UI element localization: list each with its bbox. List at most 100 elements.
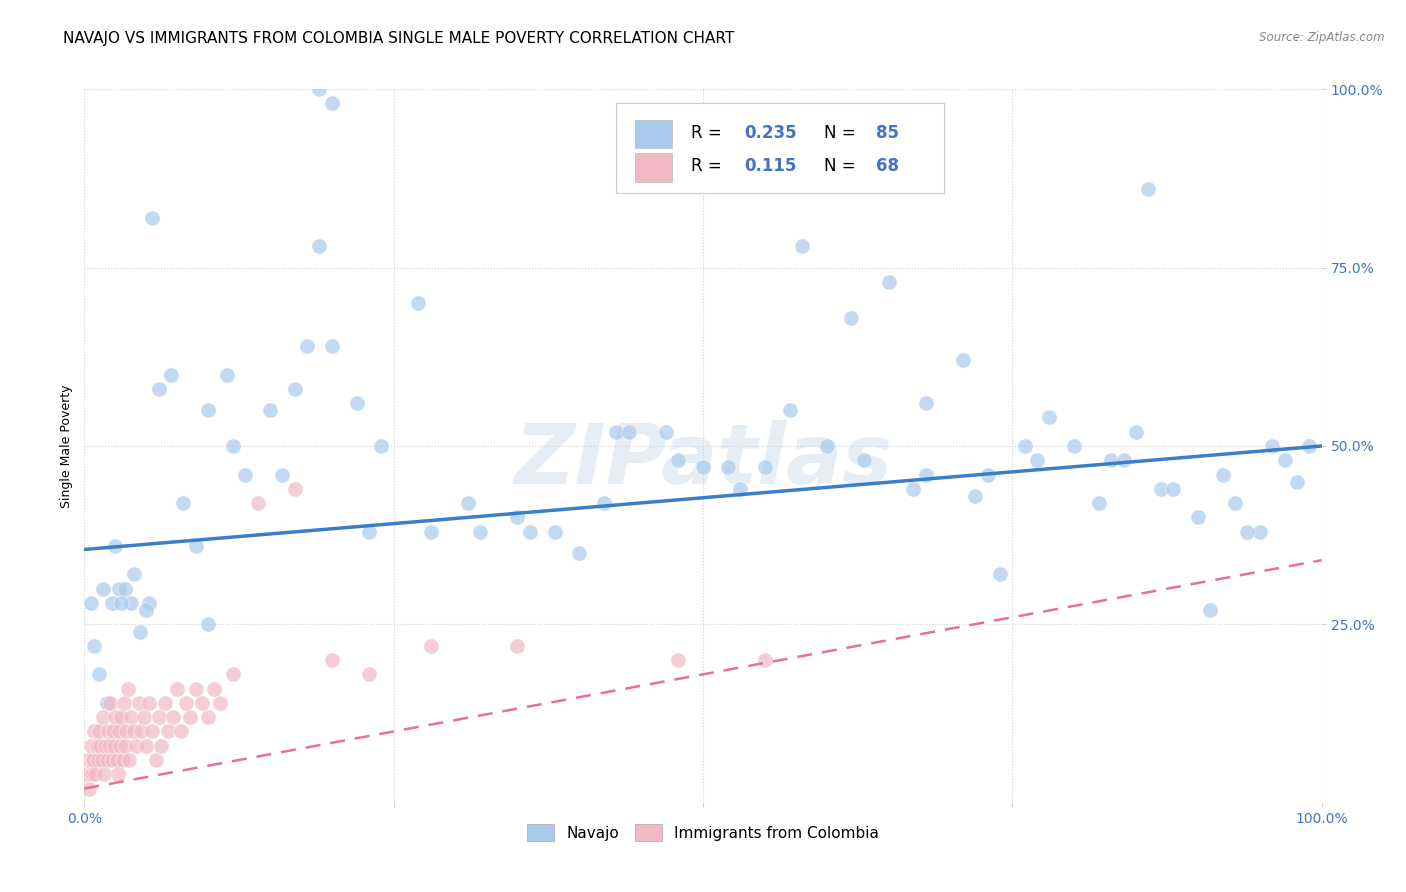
Point [197, 403, 219, 417]
Point [129, 624, 152, 639]
Point [91, 582, 114, 596]
Point [790, 239, 813, 253]
Text: R =: R = [690, 157, 733, 175]
Point [222, 667, 245, 681]
Text: N =: N = [824, 124, 860, 142]
Point [666, 653, 689, 667]
Text: 0.115: 0.115 [744, 157, 796, 175]
Point [271, 467, 294, 482]
Point [988, 567, 1011, 582]
Point [104, 539, 127, 553]
Point [76, 767, 98, 781]
Point [321, 653, 343, 667]
Point [1249, 524, 1271, 539]
Point [308, 82, 330, 96]
Point [914, 396, 936, 410]
Point [132, 710, 155, 724]
Point [79, 781, 101, 796]
Point [1236, 524, 1258, 539]
Point [148, 710, 170, 724]
Point [1150, 482, 1173, 496]
Point [135, 739, 157, 753]
Point [754, 460, 776, 475]
Point [1212, 467, 1234, 482]
Point [877, 275, 900, 289]
Point [321, 96, 343, 111]
Point [89, 667, 111, 681]
Point [103, 739, 125, 753]
Point [120, 710, 142, 724]
Point [1298, 439, 1320, 453]
Text: N =: N = [824, 157, 860, 175]
Point [118, 753, 141, 767]
Point [162, 710, 184, 724]
Point [419, 524, 441, 539]
Point [172, 496, 194, 510]
Point [519, 524, 541, 539]
Point [87, 753, 110, 767]
Point [666, 453, 689, 467]
Point [852, 453, 875, 467]
Point [655, 425, 678, 439]
Point [1161, 482, 1184, 496]
Point [114, 739, 136, 753]
Point [160, 368, 183, 382]
Point [170, 724, 193, 739]
Point [98, 739, 121, 753]
Point [408, 296, 430, 310]
Point [150, 739, 173, 753]
Point [105, 753, 128, 767]
Point [903, 482, 925, 496]
Point [1125, 425, 1147, 439]
Point [89, 739, 111, 753]
Point [191, 696, 214, 710]
Point [120, 596, 142, 610]
Point [89, 724, 111, 739]
Point [215, 368, 238, 382]
Point [145, 753, 167, 767]
Point [717, 460, 740, 475]
Point [93, 767, 115, 781]
Point [976, 467, 998, 482]
Point [141, 724, 163, 739]
Point [184, 681, 207, 696]
Point [1261, 439, 1284, 453]
Point [1063, 439, 1085, 453]
Point [295, 339, 318, 353]
Point [841, 310, 863, 325]
Point [815, 439, 838, 453]
Point [138, 596, 160, 610]
Point [357, 524, 380, 539]
Point [246, 496, 269, 510]
Point [284, 382, 307, 396]
Point [110, 710, 132, 724]
Text: R =: R = [690, 124, 727, 142]
Point [98, 696, 121, 710]
Point [284, 482, 307, 496]
Point [135, 603, 157, 617]
Point [90, 753, 112, 767]
Point [1088, 496, 1111, 510]
Point [1026, 453, 1049, 467]
Point [96, 696, 118, 710]
Point [96, 753, 118, 767]
Point [122, 567, 145, 582]
Point [97, 724, 120, 739]
Point [197, 617, 219, 632]
Point [233, 467, 256, 482]
Point [202, 681, 225, 696]
FancyBboxPatch shape [636, 120, 672, 148]
Point [605, 425, 627, 439]
Legend: Navajo, Immigrants from Colombia: Navajo, Immigrants from Colombia [519, 817, 887, 848]
Point [593, 496, 616, 510]
Point [94, 739, 117, 753]
Point [100, 596, 122, 610]
Point [952, 353, 974, 368]
Point [506, 510, 529, 524]
Point [179, 710, 201, 724]
Point [128, 696, 150, 710]
Point [148, 382, 170, 396]
Text: 68: 68 [876, 157, 900, 175]
Point [107, 767, 129, 781]
Point [111, 753, 134, 767]
